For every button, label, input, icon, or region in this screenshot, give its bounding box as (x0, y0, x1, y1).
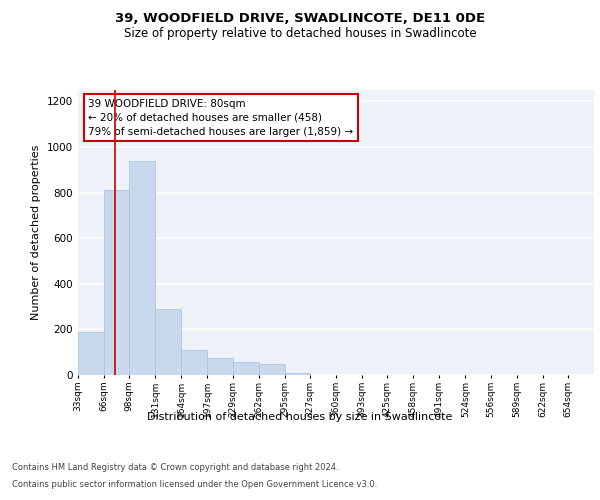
Bar (181, 350, 208, 375)
Text: Size of property relative to detached houses in Swadlincote: Size of property relative to detached ho… (124, 28, 476, 40)
Bar (155, 309, 181, 375)
Bar (208, 358, 233, 375)
Text: Distribution of detached houses by size in Swadlincote: Distribution of detached houses by size … (148, 412, 452, 422)
Bar (129, 160, 155, 375)
Bar (104, 190, 129, 375)
Text: 39, WOODFIELD DRIVE, SWADLINCOTE, DE11 0DE: 39, WOODFIELD DRIVE, SWADLINCOTE, DE11 0… (115, 12, 485, 26)
Text: Contains public sector information licensed under the Open Government Licence v3: Contains public sector information licen… (12, 480, 377, 489)
Bar (285, 372, 310, 375)
Bar (78, 332, 104, 375)
Bar (233, 362, 259, 375)
Bar (259, 364, 285, 375)
Text: 39 WOODFIELD DRIVE: 80sqm
← 20% of detached houses are smaller (458)
79% of semi: 39 WOODFIELD DRIVE: 80sqm ← 20% of detac… (88, 98, 353, 136)
Text: Contains HM Land Registry data © Crown copyright and database right 2024.: Contains HM Land Registry data © Crown c… (12, 462, 338, 471)
Y-axis label: Number of detached properties: Number of detached properties (31, 145, 41, 320)
